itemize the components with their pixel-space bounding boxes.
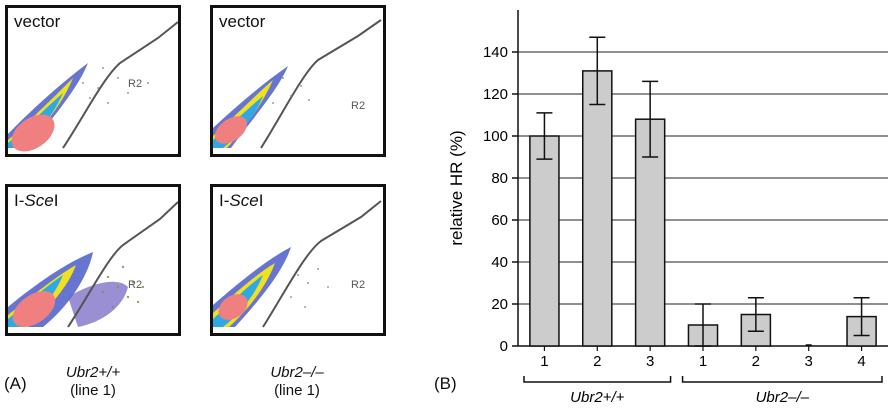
gate-label: R2 [351, 279, 366, 291]
y-tick-label: 40 [491, 254, 508, 271]
genotype-name: Ubr2–/– [270, 364, 324, 381]
genotype-line: (line 1) [70, 382, 116, 399]
x-tick-label: 1 [699, 353, 707, 370]
panel-label-wt-vector: vector [14, 12, 61, 31]
gate-label: R2 [351, 100, 366, 112]
panel-label-ko-scei: I-SceI [219, 191, 264, 210]
flow-scatter-wt-scei [8, 201, 178, 328]
y-tick-label: 80 [491, 170, 508, 187]
bar [529, 135, 560, 347]
genotype-label-wt: Ubr2+/+ (line 1) [18, 364, 168, 400]
group-bracket [681, 376, 883, 383]
y-tick-label: 0 [500, 338, 508, 355]
group-label: Ubr2–/– [756, 389, 810, 406]
gate-label: R2 [128, 279, 143, 291]
x-tick-label: 3 [646, 353, 654, 370]
y-tick-label: 100 [483, 128, 508, 145]
part-label-b: (B) [434, 374, 457, 393]
genotype-name: Ubr2+/+ [65, 364, 121, 381]
bar-chart: 0 20 40 60 80 100 120 140 relative HR (%) 1 2 3 1 2 3 4… [447, 10, 888, 406]
flow-scatter-ko-scei [213, 200, 382, 328]
y-tick-label: 120 [483, 86, 508, 103]
x-tick-label: 2 [752, 353, 760, 370]
flow-scatter-ko-vector [213, 19, 382, 149]
y-tick-label: 60 [491, 212, 508, 229]
y-tick-label: 140 [483, 44, 508, 61]
y-axis-label: relative HR (%) [447, 130, 466, 245]
genotype-line: (line 1) [274, 382, 320, 399]
panel-label-wt-scei: I-SceI [14, 191, 59, 210]
x-tick-label: 3 [805, 353, 813, 370]
flow-plot-wt-vector: vector R2 [5, 5, 181, 157]
flow-plot-ko-scei: I-SceI R2 [210, 184, 386, 336]
flow-plot-wt-scei: I-SceI R2 [5, 184, 181, 336]
gate-label: R2 [128, 78, 143, 90]
group-bracket [523, 376, 672, 383]
x-tick-label: 4 [857, 353, 865, 370]
x-tick-label: 2 [593, 353, 601, 370]
flow-plot-ko-vector: vector R2 [210, 5, 386, 157]
genotype-label-ko: Ubr2–/– (line 1) [222, 364, 372, 400]
bar [582, 70, 613, 347]
x-tick-label: 1 [540, 353, 548, 370]
flow-scatter-wt-vector [8, 21, 178, 152]
panel-label-ko-vector: vector [219, 12, 266, 31]
group-label: Ubr2+/+ [570, 389, 624, 406]
y-tick-label: 20 [491, 296, 508, 313]
part-label-a: (A) [4, 374, 27, 393]
